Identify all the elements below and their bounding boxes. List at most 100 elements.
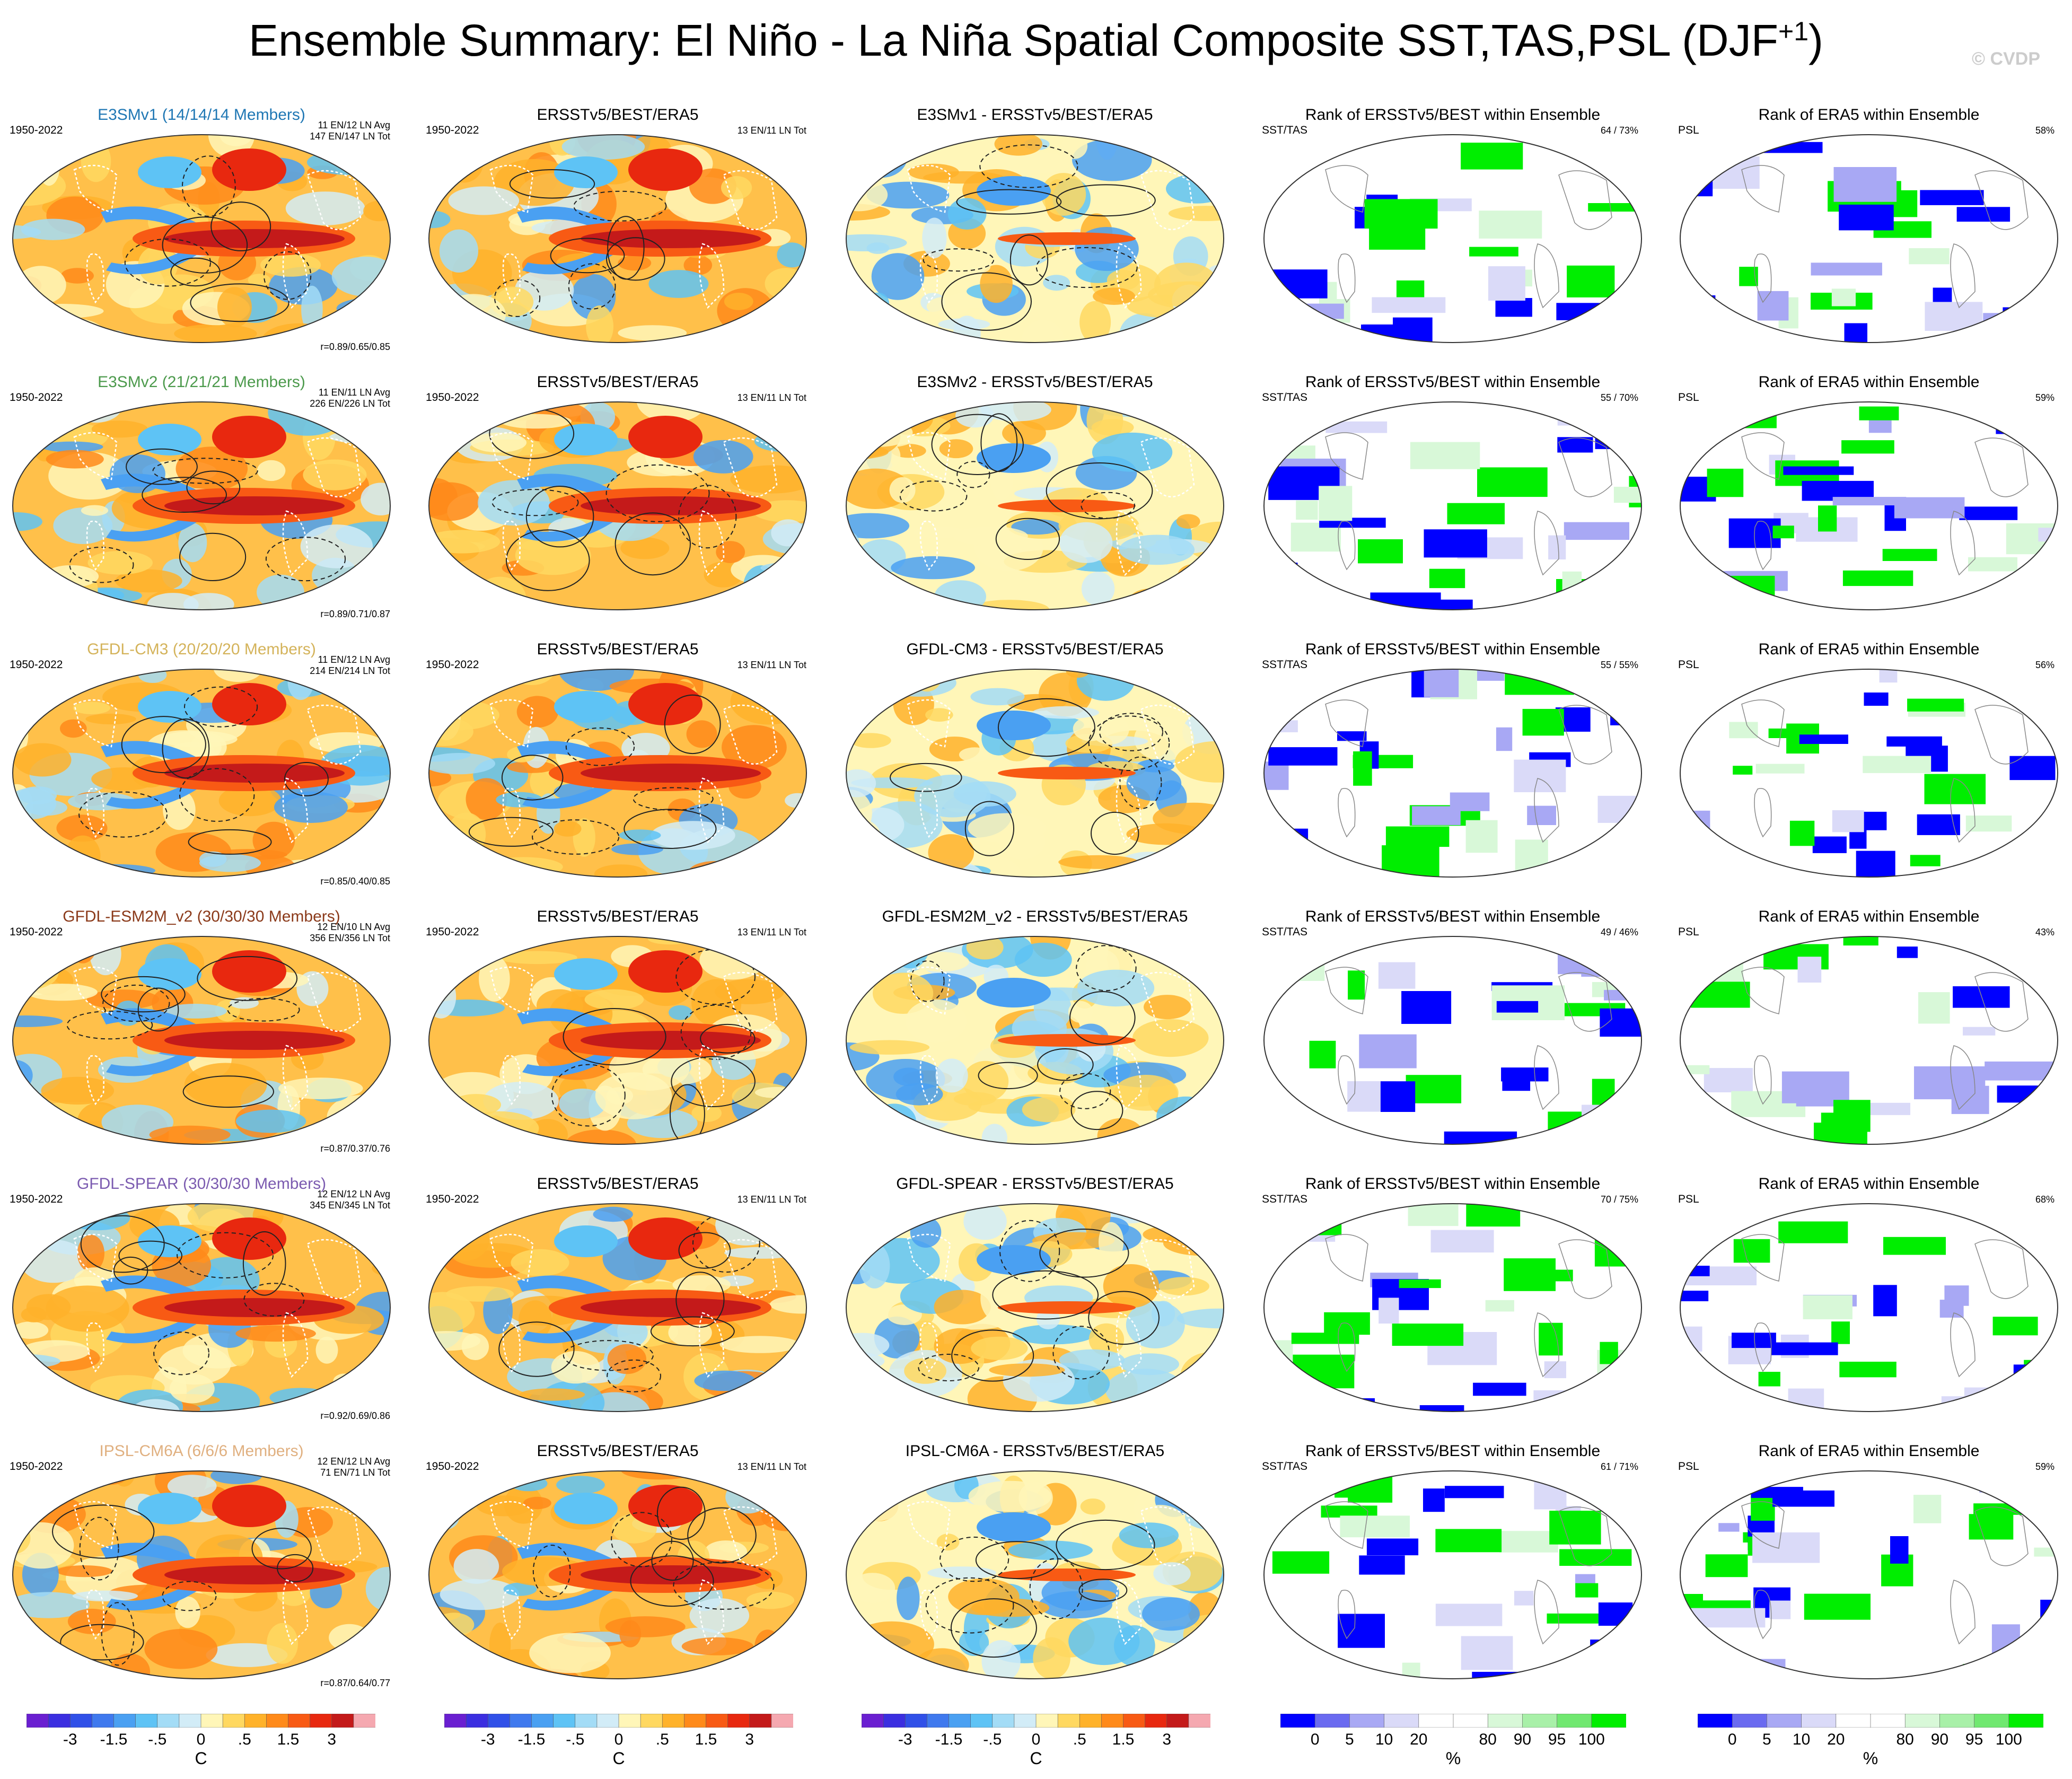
psl-contour — [1009, 234, 1049, 286]
years-label: 1950-2022 — [426, 1460, 479, 1473]
anomaly-blob — [925, 708, 953, 722]
rank-region — [1600, 135, 1620, 156]
colorbar-unit: C — [612, 1749, 625, 1768]
anomaly-blob — [559, 1089, 606, 1119]
colorbar-swatch — [1079, 1714, 1102, 1728]
anomaly-blob — [936, 1533, 960, 1551]
anomaly-blob — [248, 274, 271, 287]
diff-panel: GFDL-SPEAR - ERSSTv5/BEST/ERA5 — [839, 1175, 1231, 1440]
psl-contour — [650, 1316, 735, 1347]
rank-region — [1595, 437, 1634, 449]
rank-region — [1997, 1085, 2043, 1103]
rank-region — [2011, 314, 2058, 329]
anomaly-blob — [523, 1496, 551, 1510]
rank-region — [1772, 1490, 1834, 1507]
rank-region — [1309, 1040, 1336, 1068]
rank-region — [1941, 1396, 1970, 1412]
anomaly-blob — [866, 181, 950, 209]
anomaly-blob — [81, 505, 109, 516]
continent-outline — [282, 1579, 309, 1645]
anomaly-blob — [779, 1471, 806, 1498]
anomaly-blob — [846, 277, 870, 300]
continent-outline — [1534, 243, 1559, 309]
model-panel: GFDL-ESM2M_v2 (30/30/30 Members) 1950-202… — [5, 908, 398, 1173]
rank-region — [1818, 505, 1837, 532]
psl-contour — [532, 819, 620, 855]
map-border — [1263, 401, 1642, 610]
obs-panel: ERSSTv5/BEST/ERA5 1950-2022 13 EN/11 LN To… — [422, 641, 814, 906]
anomaly-blob — [115, 569, 182, 593]
colorbar-tick-label: 1.5 — [695, 1731, 717, 1748]
continent-outline — [1325, 967, 1368, 1014]
colorbar-swatch — [684, 1714, 707, 1728]
rank-psl-title: Rank of ERA5 within Ensemble — [1758, 1442, 1980, 1460]
years-label: 1950-2022 — [10, 124, 63, 136]
model-title: GFDL-ESM2M_v2 (30/30/30 Members) — [63, 908, 340, 925]
psl-contour — [995, 518, 1060, 560]
north-cool-anomaly — [554, 156, 618, 188]
anomaly-blob — [429, 567, 470, 610]
rank-region — [1565, 1204, 1584, 1225]
rank-region — [1879, 669, 1898, 683]
map-border — [846, 1470, 1224, 1679]
anomaly-blob — [208, 135, 255, 158]
colorbar-swatch — [310, 1714, 332, 1728]
rank-region — [1401, 991, 1452, 1024]
rank-psl-panel: Rank of ERA5 within Ensemble PSL 58% — [1673, 106, 2065, 371]
continent-outline — [1534, 1312, 1559, 1378]
psl-contour — [551, 1064, 626, 1127]
rank-sst-map — [1263, 936, 1642, 1145]
anomaly-blob — [65, 835, 101, 876]
rank-region — [1588, 203, 1641, 212]
anomaly-blob — [648, 270, 709, 298]
north-warm-anomaly — [628, 148, 703, 191]
continent-outline — [698, 777, 725, 844]
rank-region — [1781, 1071, 1849, 1103]
anomaly-blob — [13, 573, 49, 602]
rank-region — [1811, 262, 1882, 276]
anomaly-blob — [998, 152, 1072, 174]
continent-outline — [1558, 1239, 1612, 1299]
anomaly-blob — [13, 329, 75, 343]
anomaly-blob — [175, 1596, 200, 1628]
rank-region — [1272, 1551, 1330, 1574]
diff-title: E3SMv1 - ERSSTv5/BEST/ERA5 — [917, 106, 1153, 124]
obs-panel: ERSSTv5/BEST/ERA5 1950-2022 13 EN/11 LN To… — [422, 106, 814, 371]
continent-outline — [1140, 437, 1195, 498]
count-line: 12 EN/12 LN Avg — [317, 1189, 390, 1199]
continent-outline — [489, 966, 534, 1015]
colorbar-unit: % — [1863, 1749, 1878, 1768]
map-border — [1263, 1470, 1642, 1679]
rank-region — [1479, 211, 1542, 239]
colorbar-swatch — [1801, 1714, 1837, 1728]
psl-contour — [899, 480, 968, 512]
psl-contour — [918, 1354, 979, 1381]
anomaly-blob — [1012, 1324, 1095, 1345]
obs-counts: 13 EN/11 LN Tot — [737, 125, 806, 136]
rank-region — [1562, 571, 1582, 592]
rank-region — [1287, 1354, 1355, 1389]
anomaly-blob — [1166, 1123, 1210, 1144]
rank-region — [1430, 1230, 1494, 1253]
anomaly-blob — [846, 326, 886, 343]
ensemble-counts: 11 EN/11 LN Avg 226 EN/226 LN Tot — [310, 387, 390, 409]
continent-outline — [1741, 165, 1785, 213]
anomaly-blob — [429, 169, 447, 192]
continent-outline — [73, 699, 118, 748]
anomaly-blob — [1177, 1308, 1224, 1329]
anomaly-blob — [429, 1222, 450, 1259]
anomaly-blob — [915, 1648, 969, 1679]
anomaly-blob — [81, 140, 111, 182]
rank-region — [1992, 1317, 2038, 1336]
colorbar-swatch — [353, 1714, 375, 1728]
anomaly-blob — [848, 684, 872, 713]
anomaly-blob — [757, 860, 806, 877]
colorbar-unit: C — [1030, 1749, 1042, 1768]
colorbar-tick-label: 3 — [1162, 1731, 1172, 1748]
enso-tongue-core — [164, 229, 345, 248]
anomaly-blob — [13, 1592, 90, 1618]
continent-outline — [1140, 170, 1195, 231]
rank-sst-title: Rank of ERSSTv5/BEST within Ensemble — [1305, 373, 1601, 391]
colorbar-tick-label: 95 — [1548, 1731, 1566, 1748]
anomaly-blob — [738, 597, 768, 610]
